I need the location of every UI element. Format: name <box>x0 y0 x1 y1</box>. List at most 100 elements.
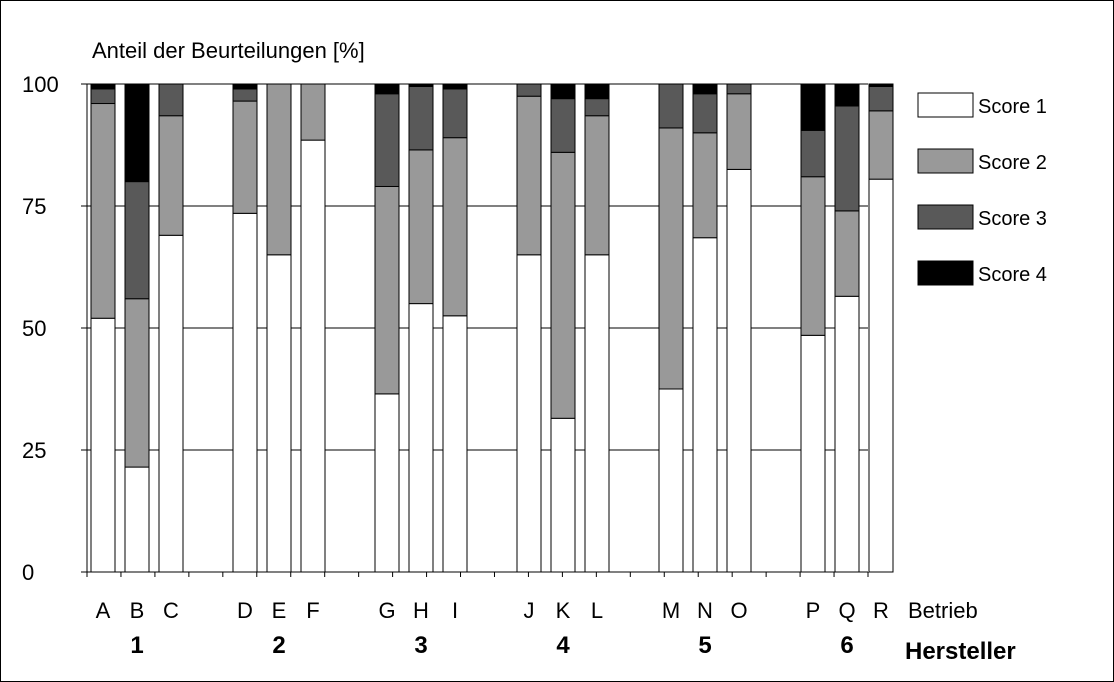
bar-segment-G-score4 <box>374 83 400 95</box>
bar-segment-E-score2 <box>266 83 292 256</box>
y-tick-label: 0 <box>22 560 34 585</box>
bar-segment-Q-score2 <box>834 210 860 297</box>
bar-segment-G-score1 <box>374 393 400 573</box>
y-tick-label: 75 <box>22 194 46 219</box>
bar-segment-R-score1 <box>868 178 894 573</box>
bar-segment-K-score4 <box>550 83 576 100</box>
legend: Score 1 Score 2 Score 3 Score 4 <box>917 92 1047 286</box>
group-label: 5 <box>698 632 711 659</box>
bar-segment-P-score2 <box>800 176 826 336</box>
bar-segment-O-score3 <box>726 83 752 95</box>
bar-segment-D-score2 <box>232 100 258 214</box>
bar-segment-A-score1 <box>90 317 116 573</box>
legend-swatch <box>917 92 974 118</box>
bar-segment-O-score2 <box>726 93 752 170</box>
bar-segment-J-score1 <box>516 254 542 573</box>
bar-segment-H-score4 <box>408 83 434 87</box>
legend-swatch <box>917 148 974 174</box>
bar-segment-N-score1 <box>692 237 718 573</box>
x-tick-label: D <box>237 598 253 623</box>
legend-label: Score 2 <box>978 152 1047 174</box>
legend-swatch <box>917 204 974 230</box>
bar-segment-D-score3 <box>232 88 258 102</box>
bar-segment-P-score3 <box>800 129 826 178</box>
y-tick-label: 100 <box>22 72 59 97</box>
axes: 0 25 50 75 100 A B C D E F G H I J K L M N O P Q R 1 2 3 4 5 6 <box>22 72 889 659</box>
bar-segment-G-score2 <box>374 185 400 395</box>
bar-segment-N-score2 <box>692 132 718 239</box>
bar-segment-J-score2 <box>516 95 542 256</box>
x-tick-label: Q <box>838 598 855 623</box>
bar-segment-C-score1 <box>158 234 184 573</box>
x-axis-title: Betrieb <box>908 598 978 623</box>
bar-segment-B-score4 <box>124 83 150 183</box>
bar-segment-D-score4 <box>232 83 258 90</box>
x-tick-label: P <box>806 598 821 623</box>
bar-segment-D-score1 <box>232 212 258 573</box>
bar-segment-E-score1 <box>266 254 292 573</box>
x-tick-label: E <box>272 598 287 623</box>
x-tick-label: B <box>130 598 145 623</box>
x-tick-label: F <box>306 598 319 623</box>
bar-segment-Q-score1 <box>834 295 860 573</box>
group-label: 2 <box>272 632 285 659</box>
chart-title: Anteil der Beurteilungen [%] <box>92 38 365 63</box>
x-tick-label: M <box>662 598 680 623</box>
bar-segment-C-score2 <box>158 115 184 236</box>
bar-segment-B-score3 <box>124 181 150 300</box>
bar-segment-H-score2 <box>408 149 434 305</box>
x-tick-label: R <box>873 598 889 623</box>
bar-segment-H-score1 <box>408 303 434 573</box>
x-tick-label: J <box>524 598 535 623</box>
bar-segment-N-score3 <box>692 93 718 134</box>
bar-segment-L-score4 <box>584 83 610 100</box>
bar-segment-A-score4 <box>90 83 116 90</box>
bar-segment-C-score3 <box>158 83 184 117</box>
bar-segment-F-score2 <box>300 83 326 141</box>
legend-label: Score 3 <box>978 208 1047 230</box>
bar-segment-M-score2 <box>658 127 684 390</box>
x-tick-label: I <box>452 598 458 623</box>
bar-segment-G-score3 <box>374 93 400 187</box>
group-label: 6 <box>840 632 853 659</box>
bar-segment-I-score4 <box>442 83 468 90</box>
x-tick-label: G <box>378 598 395 623</box>
x-tick-label: K <box>556 598 571 623</box>
group-label: 1 <box>130 632 143 659</box>
y-tick-label: 25 <box>22 438 46 463</box>
bar-segment-Q-score3 <box>834 105 860 212</box>
x-tick-label: C <box>163 598 179 623</box>
bar-segment-I-score2 <box>442 137 468 317</box>
x-tick-label: O <box>730 598 747 623</box>
bar-segment-A-score2 <box>90 103 116 319</box>
group-label: 3 <box>414 632 427 659</box>
group-axis-title: Hersteller <box>905 638 1016 665</box>
bar-segment-P-score1 <box>800 334 826 573</box>
group-label: 4 <box>556 632 570 659</box>
bar-segment-B-score2 <box>124 298 150 468</box>
bar-segment-K-score3 <box>550 98 576 153</box>
bar-segment-R-score2 <box>868 110 894 180</box>
bar-segment-A-score3 <box>90 88 116 105</box>
bar-segment-Q-score4 <box>834 83 860 107</box>
bar-segment-R-score3 <box>868 85 894 112</box>
x-tick-label: L <box>591 598 603 623</box>
bar-segment-K-score2 <box>550 151 576 419</box>
bar-segment-B-score1 <box>124 466 150 573</box>
x-tick-label: N <box>697 598 713 623</box>
bar-segment-L-score3 <box>584 98 610 117</box>
bars <box>90 83 894 573</box>
bar-segment-H-score3 <box>408 85 434 151</box>
bar-segment-L-score1 <box>584 254 610 573</box>
bar-segment-N-score4 <box>692 83 718 95</box>
bar-segment-O-score1 <box>726 168 752 573</box>
bar-segment-I-score3 <box>442 88 468 139</box>
bar-segment-R-score4 <box>868 83 894 87</box>
legend-label: Score 1 <box>978 96 1047 118</box>
x-tick-label: A <box>96 598 111 623</box>
bar-segment-F-score1 <box>300 139 326 573</box>
x-tick-label: H <box>413 598 429 623</box>
bar-segment-M-score3 <box>658 83 684 129</box>
bar-segment-J-score3 <box>516 83 542 97</box>
